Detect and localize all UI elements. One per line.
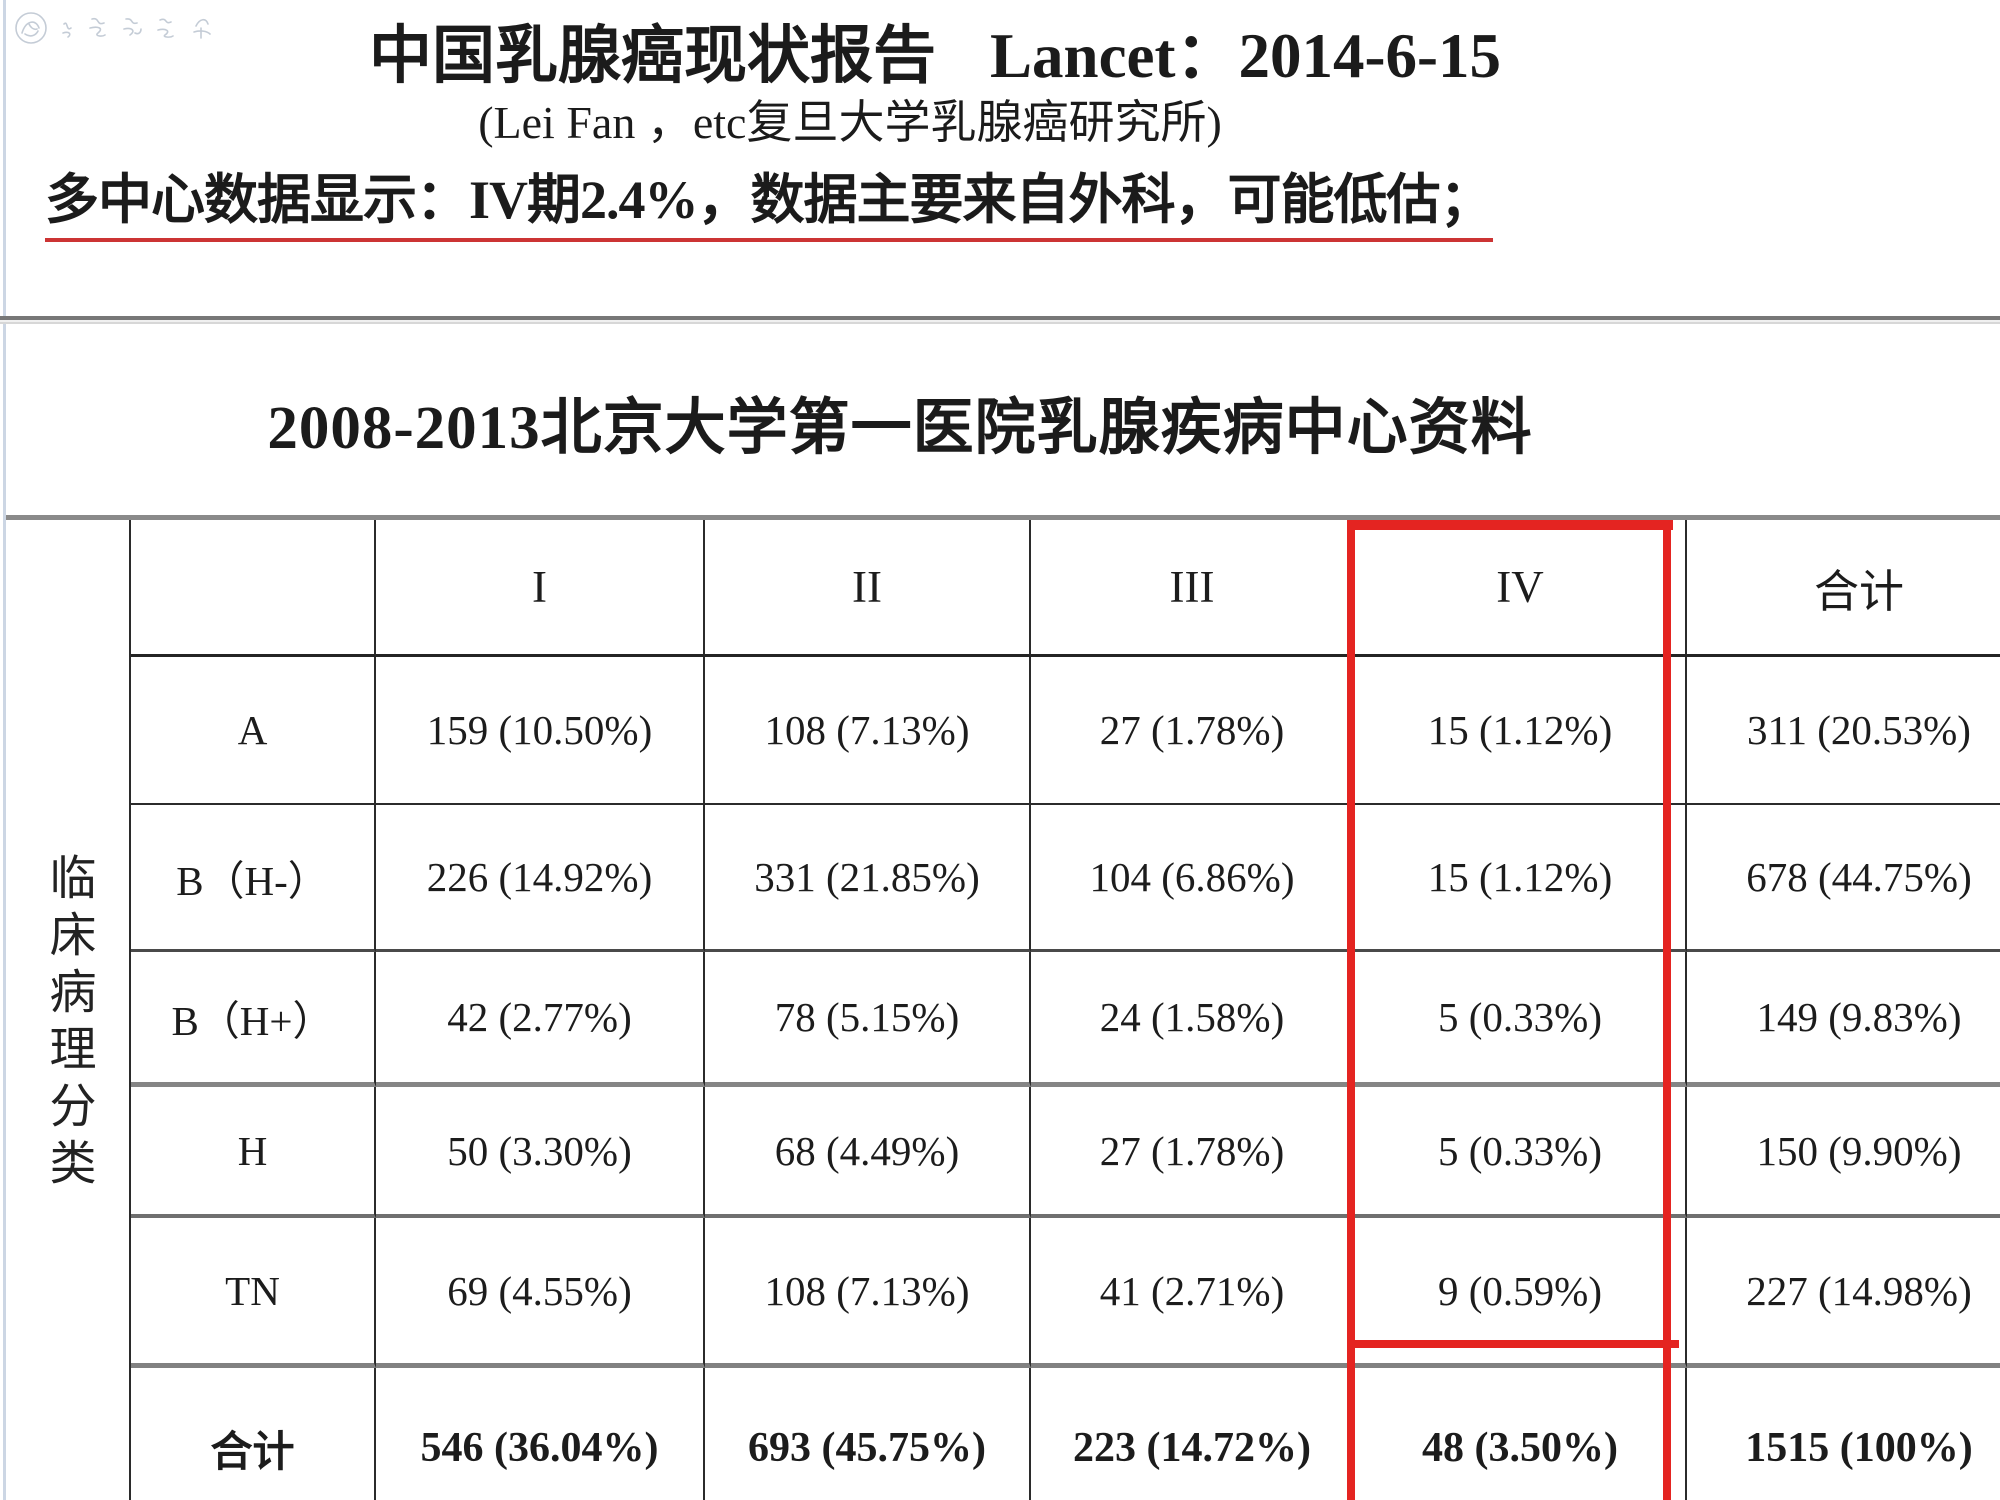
table-cell: 78 (5.15%)	[705, 952, 1031, 1087]
table-side-header: 临床病理分类	[6, 520, 131, 1500]
section-divider	[0, 316, 2000, 324]
row-label: 合计	[131, 1368, 376, 1500]
table-cell: 331 (21.85%)	[705, 805, 1031, 952]
table-cell: 24 (1.58%)	[1031, 952, 1355, 1087]
highlight-box-bottom	[1347, 1340, 1679, 1348]
table-cell: 68 (4.49%)	[705, 1087, 1031, 1218]
side-label-text: 临床病理分类	[41, 853, 94, 1195]
slide-title-row: 中国乳腺癌现状报告 Lancet：2014-6-15	[0, 20, 1870, 92]
table-cell: 108 (7.13%)	[705, 657, 1031, 805]
table-cell: 5 (0.33%)	[1355, 1087, 1687, 1218]
table-cell: 693 (45.75%)	[705, 1368, 1031, 1500]
table-cell: 546 (36.04%)	[376, 1368, 705, 1500]
table-cell: 1515 (100%)	[1687, 1368, 2000, 1500]
slide-subtitle: (Lei Fan ，etc复旦大学乳腺癌研究所)	[478, 97, 1222, 148]
table-cell: 50 (3.30%)	[376, 1087, 705, 1218]
row-label: TN	[131, 1218, 376, 1368]
table-cell: 15 (1.12%)	[1355, 657, 1687, 805]
highlight-box-top	[1347, 520, 1673, 530]
corner-cell	[131, 520, 376, 657]
row-label: B（H-）	[131, 805, 376, 952]
table-cell: 27 (1.78%)	[1031, 1087, 1355, 1218]
row-label: H	[131, 1087, 376, 1218]
table-cell: 104 (6.86%)	[1031, 805, 1355, 952]
table-cell: 5 (0.33%)	[1355, 952, 1687, 1087]
table-title: 2008-2013北京大学第一医院乳腺疾病中心资料	[267, 395, 1533, 462]
column-header-stage-4: IV	[1355, 520, 1687, 657]
table-cell: 311 (20.53%)	[1687, 657, 2000, 805]
column-header-total: 合计	[1687, 520, 2000, 657]
table-cell: 149 (9.83%)	[1687, 952, 2000, 1087]
highlight-box-right	[1663, 520, 1671, 1500]
table-cell: 159 (10.50%)	[376, 657, 705, 805]
column-header-stage-2: II	[705, 520, 1031, 657]
key-finding-text: 多中心数据显示：IV期2.4%，数据主要来自外科，可能低估；	[45, 170, 1494, 242]
slide-title: 中国乳腺癌现状报告	[369, 21, 937, 91]
row-label: A	[131, 657, 376, 805]
table-cell: 42 (2.77%)	[376, 952, 705, 1087]
table-cell: 9 (0.59%)	[1355, 1218, 1687, 1368]
key-finding-line: 多中心数据显示：IV期2.4%，数据主要来自外科，可能低估；	[45, 158, 1494, 242]
column-header-stage-3: III	[1031, 520, 1355, 657]
column-header-stage-1: I	[376, 520, 705, 657]
table-cell: 227 (14.98%)	[1687, 1218, 2000, 1368]
highlight-box-left	[1347, 520, 1355, 1500]
slide-left-edge	[3, 0, 6, 1500]
row-label: B（H+）	[131, 952, 376, 1087]
table-cell: 108 (7.13%)	[705, 1218, 1031, 1368]
calligraphy-society-logo-icon	[15, 12, 211, 44]
table-cell: 226 (14.92%)	[376, 805, 705, 952]
table-cell: 27 (1.78%)	[1031, 657, 1355, 805]
table-cell: 15 (1.12%)	[1355, 805, 1687, 952]
table-cell: 69 (4.55%)	[376, 1218, 705, 1368]
table-cell: 41 (2.71%)	[1031, 1218, 1355, 1368]
table-cell: 223 (14.72%)	[1031, 1368, 1355, 1500]
table-cell: 48 (3.50%)	[1355, 1368, 1687, 1500]
slide-title-reference: Lancet：2014-6-15	[990, 21, 1501, 91]
table-cell: 150 (9.90%)	[1687, 1087, 2000, 1218]
table-cell: 678 (44.75%)	[1687, 805, 2000, 952]
data-table: 临床病理分类 I II III IV 合计 A 159 (10.50%) 108…	[6, 515, 2000, 1500]
